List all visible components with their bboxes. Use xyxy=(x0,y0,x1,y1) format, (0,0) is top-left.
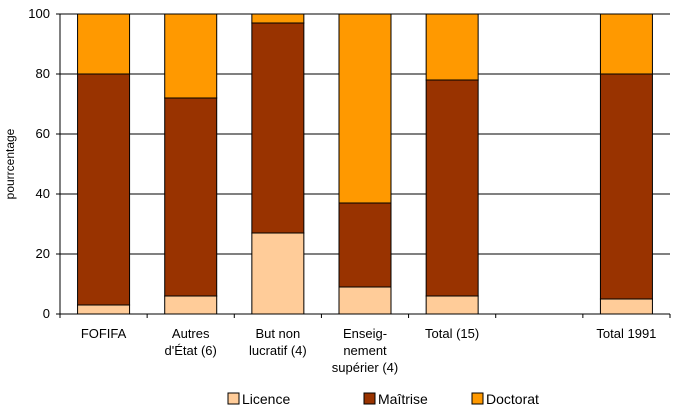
bar-segment-licence xyxy=(599,298,653,315)
legend-label-maîtrise: Maîtrise xyxy=(378,391,428,407)
bar-segment-maîtrise xyxy=(251,22,305,234)
y-tick-label: 100 xyxy=(28,6,50,21)
x-category-labels: FOFIFA Autres d'État (6) But non lucratif (4… xyxy=(81,326,657,375)
legend-swatch-maîtrise xyxy=(363,392,376,405)
bar-segment-licence xyxy=(77,304,131,315)
y-tick-labels: 0 20 40 60 80 100 xyxy=(28,6,50,321)
bar-segment-licence xyxy=(338,286,392,315)
bar-segment-doctorat xyxy=(599,13,653,75)
x-category-label: Total (15) xyxy=(425,326,479,341)
y-tick-label: 20 xyxy=(36,246,50,261)
x-category-label: nement xyxy=(343,343,387,358)
bar-segment-maîtrise xyxy=(164,97,218,297)
x-category-label: lucratif (4) xyxy=(249,343,307,358)
bar-segment-licence xyxy=(164,295,218,315)
legend-label-licence: Licence xyxy=(242,391,290,407)
bar-segment-licence xyxy=(425,295,479,315)
legend-swatch-licence xyxy=(227,392,240,405)
bar-segment-doctorat xyxy=(251,13,305,24)
x-category-label: Enseig- xyxy=(343,326,387,341)
x-category-label: Total 1991 xyxy=(596,326,656,341)
legend: Licence Maîtrise Doctorat xyxy=(227,391,539,407)
bar-segment-doctorat xyxy=(164,13,218,99)
bar-segment-maîtrise xyxy=(77,73,131,306)
y-axis-title: pourrcentage xyxy=(3,128,17,199)
legend-swatch-doctorat xyxy=(471,392,484,405)
x-category-label: supérier (4) xyxy=(332,360,398,375)
legend-label-doctorat: Doctorat xyxy=(486,391,539,407)
x-category-label: d'État (6) xyxy=(165,343,217,358)
x-category-label: Autres xyxy=(172,326,210,341)
bar-segment-doctorat xyxy=(425,13,479,81)
bar-segment-maîtrise xyxy=(599,73,653,300)
bar-segment-doctorat xyxy=(77,13,131,75)
y-tick-label: 60 xyxy=(36,126,50,141)
bar-segment-doctorat xyxy=(338,13,392,204)
x-category-label: FOFIFA xyxy=(81,326,127,341)
y-tick-label: 80 xyxy=(36,66,50,81)
bars xyxy=(77,13,653,315)
y-tick-label: 0 xyxy=(43,306,50,321)
x-category-label: But non xyxy=(255,326,300,341)
bar-segment-maîtrise xyxy=(425,79,479,297)
y-tick-label: 40 xyxy=(36,186,50,201)
axes xyxy=(56,13,671,318)
bar-segment-licence xyxy=(251,232,305,315)
bar-segment-maîtrise xyxy=(338,202,392,288)
